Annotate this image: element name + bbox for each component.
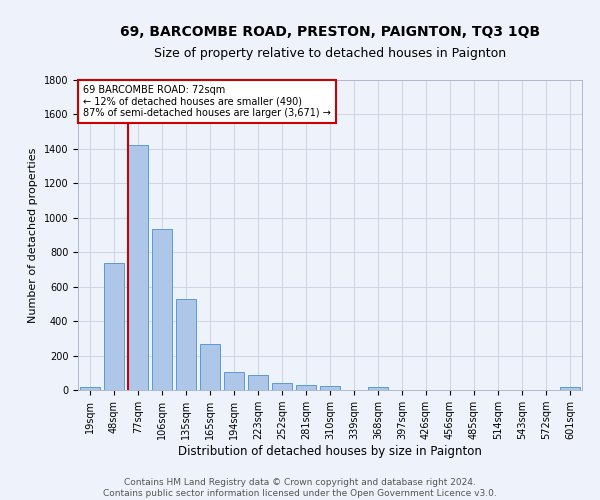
Bar (320, 386, 340, 390)
Text: Contains HM Land Registry data © Crown copyright and database right 2024.
Contai: Contains HM Land Registry data © Crown c… (103, 478, 497, 498)
Text: 69, BARCOMBE ROAD, PRESTON, PAIGNTON, TQ3 1QB: 69, BARCOMBE ROAD, PRESTON, PAIGNTON, TQ… (120, 25, 540, 39)
Bar (368, 388, 388, 390)
Bar (176, 298, 196, 390)
Bar (128, 146, 148, 390)
Bar (296, 385, 316, 390)
Text: 69 BARCOMBE ROAD: 72sqm
← 12% of detached houses are smaller (490)
87% of semi-d: 69 BARCOMBE ROAD: 72sqm ← 12% of detache… (83, 84, 331, 118)
Bar (224, 372, 244, 390)
Bar (152, 229, 172, 390)
Bar (272, 383, 292, 390)
Bar (248, 374, 268, 390)
Bar (560, 388, 580, 390)
Bar (200, 344, 220, 390)
Bar (104, 262, 124, 390)
Text: Size of property relative to detached houses in Paignton: Size of property relative to detached ho… (154, 48, 506, 60)
X-axis label: Distribution of detached houses by size in Paignton: Distribution of detached houses by size … (178, 445, 482, 458)
Y-axis label: Number of detached properties: Number of detached properties (28, 148, 38, 322)
Bar (80, 386, 100, 390)
